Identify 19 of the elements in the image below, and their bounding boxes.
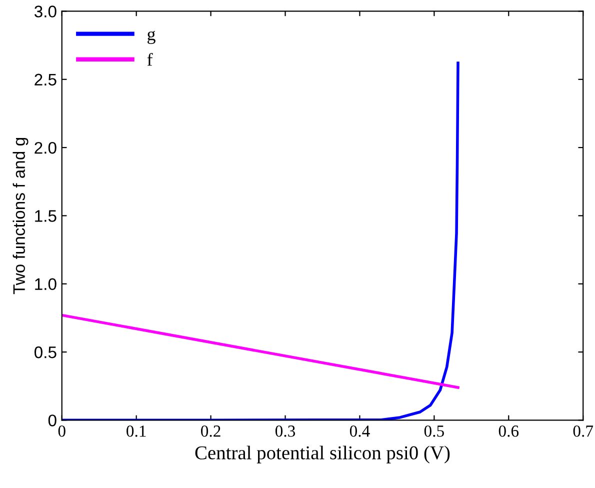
y-tick-label: 1.0 [35, 278, 56, 290]
x-tick-label: 0.3 [275, 426, 296, 437]
x-tick-label: 0.2 [201, 426, 220, 437]
x-tick-label: 0.6 [498, 426, 519, 437]
x-axis-title: Central potential silicon psi0 (V) [195, 446, 450, 464]
y-tick-label: 2.0 [34, 142, 56, 154]
x-tick-label: 0.4 [350, 426, 370, 437]
y-tick-label: 2.5 [34, 74, 56, 86]
y-axis-title: Two functions f and g [12, 138, 28, 294]
x-tick-label: 0 [58, 426, 66, 437]
legend-label: f [147, 52, 153, 66]
y-tick-label: 1.5 [35, 210, 56, 222]
y-tick-label: 3.0 [34, 6, 56, 18]
y-tick-label: 0.5 [34, 346, 56, 358]
y-tick-label: 0 [48, 414, 56, 426]
x-tick-label: 0.5 [424, 426, 444, 437]
x-tick-label: 0.7 [573, 426, 594, 437]
legend-label: g [148, 30, 156, 44]
x-tick-label: 0.1 [126, 426, 146, 437]
